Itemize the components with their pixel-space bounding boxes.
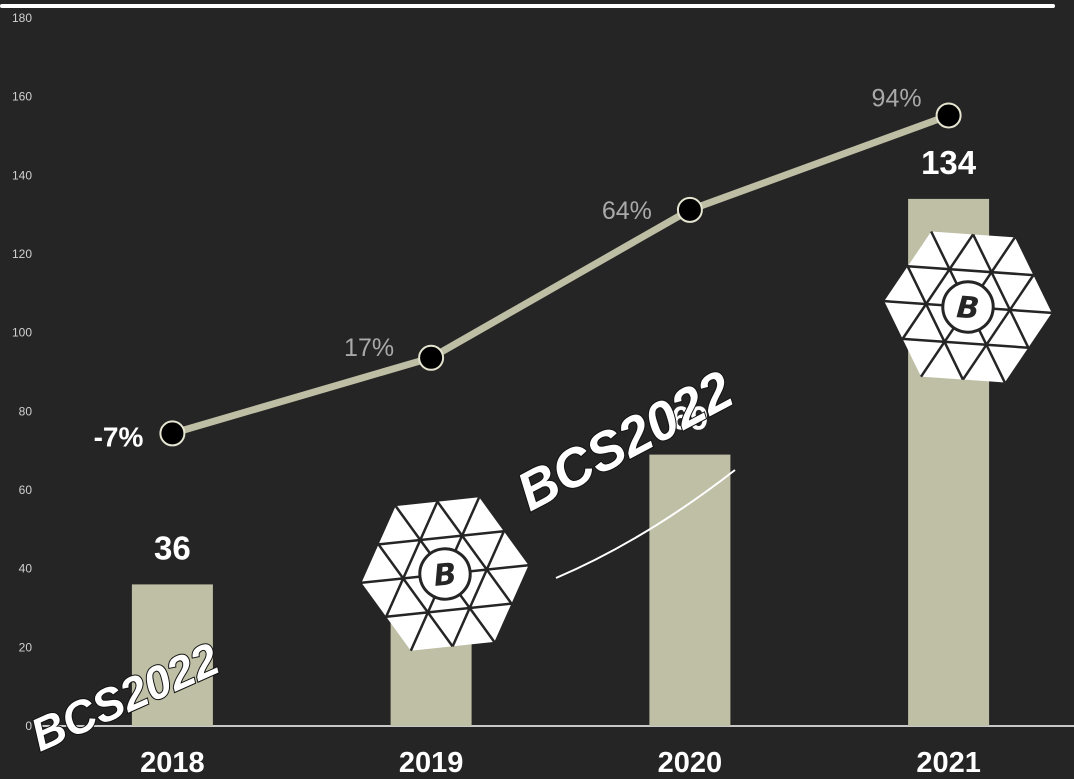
logo-letter: B: [432, 557, 458, 594]
x-tick-label: 2018: [140, 747, 205, 779]
growth-line: [168, 112, 953, 437]
y-tick-label: 180: [12, 11, 32, 25]
growth-label: 94%: [872, 85, 922, 113]
y-tick-label: 40: [19, 562, 33, 576]
watermark-logo: B: [361, 496, 529, 652]
watermark-layer: BCS2022 BCS2022 BB: [22, 230, 1052, 762]
y-tick-label: 160: [12, 90, 32, 104]
logo-grid-line: [451, 530, 506, 647]
logo-grid-line: [961, 274, 1035, 381]
growth-label: -7%: [94, 421, 144, 452]
growth-label: 17%: [344, 334, 394, 362]
bar-value-label: 69: [672, 400, 709, 437]
logo-grid-line: [436, 500, 513, 605]
growth-marker: [159, 420, 186, 447]
growth-label: 64%: [602, 197, 652, 225]
y-tick-label: 120: [12, 247, 32, 261]
bar-value-label: 134: [921, 144, 977, 181]
y-tick-label: 100: [12, 326, 32, 340]
watermark-logo: B: [884, 230, 1052, 384]
y-tick-label: 140: [12, 168, 32, 182]
bar-2018: [131, 584, 213, 726]
watermark-swoosh: [555, 469, 736, 579]
bar-value-label: 36: [154, 529, 191, 566]
logo-grid-line: [901, 233, 975, 340]
logo-grid-line: [386, 602, 512, 619]
top-rule: [0, 4, 1055, 8]
logo-grid-line: [384, 501, 439, 618]
y-tick-label: 60: [19, 483, 33, 497]
x-tick-label: 2020: [658, 747, 723, 779]
logo-center: [418, 547, 472, 601]
logo-grid-line: [971, 233, 1030, 349]
logo-grid-line: [906, 265, 965, 381]
logo-grid-line: [378, 529, 504, 546]
x-tick-label: 2019: [399, 747, 464, 779]
logo-letter: B: [955, 290, 980, 327]
growth-marker: [418, 344, 445, 371]
y-tick-label: 20: [19, 640, 33, 654]
logo-center: [941, 280, 995, 334]
logo-grid-line: [907, 265, 1034, 277]
y-tick-label: 80: [19, 404, 33, 418]
growth-marker: [676, 196, 703, 223]
logo-grid-line: [902, 337, 1029, 349]
y-tick-label: 0: [25, 719, 32, 733]
x-tick-label: 2021: [916, 747, 981, 779]
bar-2020: [649, 454, 731, 726]
growth-marker: [935, 102, 962, 129]
logo-grid-line: [377, 543, 454, 648]
